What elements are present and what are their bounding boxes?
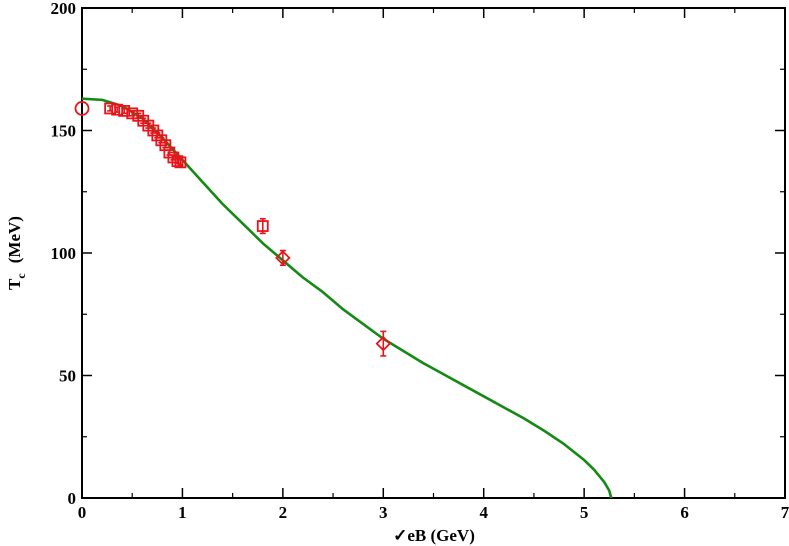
data-point-diamond [275, 250, 291, 266]
y-axis-title: Tc (MeV) [5, 216, 28, 290]
x-tick-label: 1 [178, 503, 187, 522]
x-tick-label: 7 [781, 503, 789, 522]
data-point-square [111, 103, 124, 116]
y-axis-title-unit: (MeV) [5, 216, 24, 263]
x-tick-label: 3 [379, 503, 388, 522]
data-point-square [118, 105, 131, 117]
data-point-square [104, 102, 117, 115]
x-tick-label: 5 [580, 503, 589, 522]
data-point-circle [74, 101, 90, 116]
x-axis-title: ✓eB (GeV) [393, 526, 475, 545]
plot-frame [81, 7, 786, 499]
y-tick-label: 200 [51, 0, 77, 18]
y-axis-title-main: T [5, 278, 24, 290]
x-tick-label: 6 [680, 503, 689, 522]
data-point-diamond [375, 335, 392, 352]
x-tick-label: 2 [279, 503, 288, 522]
data-point-square [256, 220, 269, 232]
y-tick-label: 150 [51, 122, 77, 141]
x-tick-label: 4 [479, 503, 488, 522]
x-tick-label: 0 [78, 503, 87, 522]
data-point-square [174, 156, 187, 169]
fit-curve [81, 97, 613, 499]
data-point-square [171, 155, 184, 168]
data-point-square [159, 139, 172, 152]
y-tick-label: 100 [51, 244, 77, 263]
svg-text:Tc(MeV): Tc (MeV) [5, 216, 28, 290]
y-tick-label: 50 [59, 367, 76, 386]
y-tick-label: 0 [68, 489, 77, 508]
y-axis-title-sub: c [14, 273, 28, 279]
